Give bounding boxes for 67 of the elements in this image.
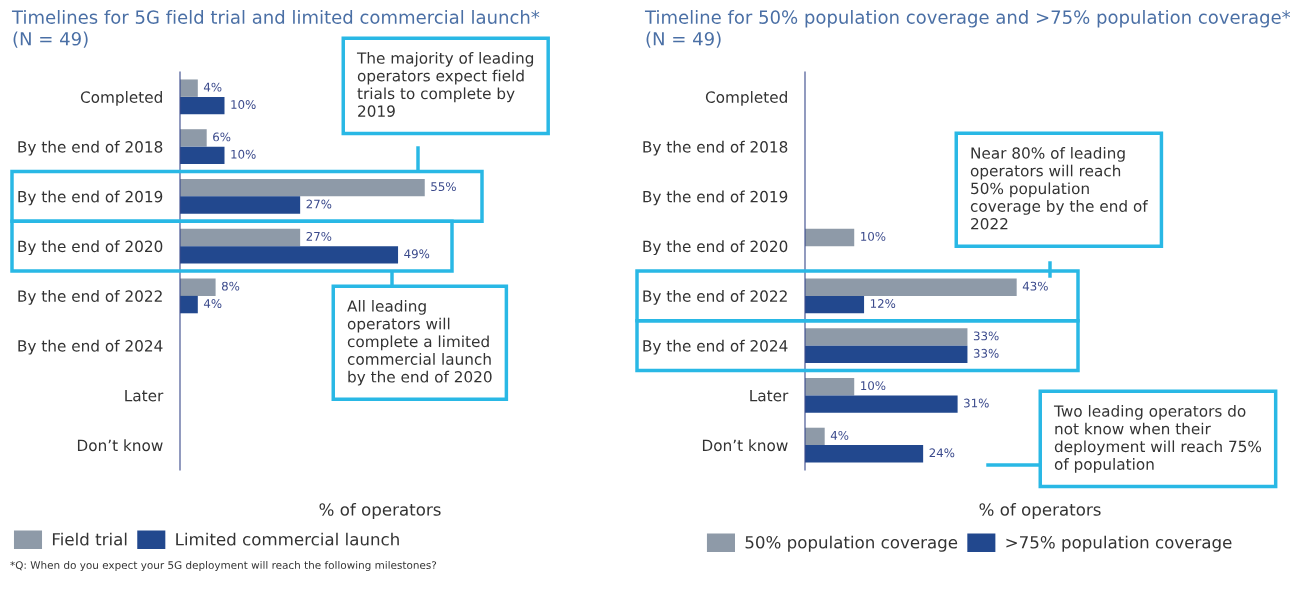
y-tick-label: By the end of 2019 [643,190,788,206]
bar [805,445,924,463]
bar [805,395,958,413]
bar [180,79,198,97]
legend-label: 50% population coverage [745,535,958,552]
data-label: 33% [973,331,999,341]
annotation: The majority of leading operators expect field trials to complete by 2019 [356,52,534,117]
bar [180,278,216,296]
data-label: 43% [1022,281,1048,291]
bar [805,278,1017,296]
y-tick-label: By the end of 2019 [18,190,163,206]
y-tick-label: By the end of 2018 [18,140,163,156]
legend-label: >75% population coverage [1006,535,1232,552]
bar [180,246,399,264]
y-tick-label: By the end of 2020 [643,240,788,256]
data-label: 10% [861,231,886,241]
data-label: 27% [306,199,332,209]
y-tick-label: By the end of 2022 [18,290,162,305]
bar [805,345,968,364]
data-label: 8% [221,281,240,291]
x-axis-title: % of operators [979,502,1101,520]
y-tick-label: By the end of 2020 [18,240,163,256]
bar [805,328,968,346]
bar [180,96,225,115]
annotation: All leading operators will complete a limited commercial launch by the end of 2020 [347,300,492,386]
legend-label: Limited commercial launch [176,532,399,546]
bar [805,377,855,396]
y-tick-label: Don’t know [702,439,788,452]
data-label: 12% [870,299,896,309]
y-tick-label: Later [125,390,164,402]
y-tick-label: Don’t know [77,439,163,452]
y-tick-label: Completed [705,91,787,106]
data-label: 10% [231,100,256,110]
x-axis-title: % of operators [319,502,441,520]
chart-title: Timeline for 50% population coverage and >75% population coverage* (N = 49) [644,10,1290,48]
data-label: 4% [203,299,222,309]
data-label: 31% [964,398,989,408]
bar [180,228,301,247]
data-label: 24% [929,448,955,458]
y-tick-label: Later [750,390,789,402]
data-label: 10% [231,149,256,159]
bar [180,196,301,214]
y-tick-label: By the end of 2018 [643,140,788,156]
annotation: Near 80% of leading operators will reach 50% population coverage by the end of 2022 [970,147,1148,230]
y-tick-label: By the end of 2024 [643,339,788,355]
data-label: 55% [431,182,456,192]
y-tick-label: By the end of 2024 [18,339,163,355]
data-label: 10% [861,381,886,391]
bar [180,146,225,165]
data-label: 27% [306,231,332,241]
bar [180,295,198,314]
chart-title: Timelines for 5G field trial and limited commercial launch* (N = 49) [11,10,540,48]
data-label: 33% [973,348,999,358]
data-label: 6% [213,132,231,142]
text: *Q: When do you expect your 5G deployment will reach the following milestones? [10,560,437,572]
data-label: 49% [404,249,430,259]
y-tick-label: By the end of 2022 [643,290,787,305]
bar [805,228,855,247]
data-label: 4% [830,430,849,440]
bar [805,295,865,314]
bar [180,129,207,147]
text: Two leading operators do not know when their deployment will reach 75% of population [1053,405,1262,473]
bar [805,427,825,446]
data-label: 4% [203,82,222,92]
bar [180,178,425,197]
legend-label: Field trial [52,532,127,546]
y-tick-label: Completed [80,91,162,106]
